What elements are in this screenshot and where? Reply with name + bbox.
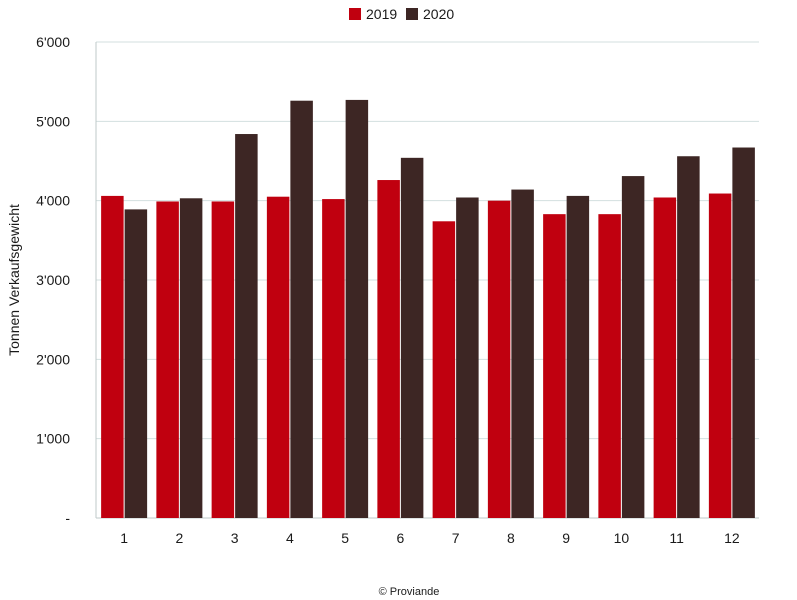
x-tick-label: 6 [396,530,404,546]
y-tick-label: 3'000 [36,272,70,288]
y-axis: - 1'000 2'000 3'000 4'000 5'000 6'000 [36,34,759,526]
bar-2020-10 [621,176,645,518]
y-tick-label: - [65,510,70,526]
y-axis-label: Tonnen Verkaufsgewicht [6,204,22,356]
bar-2019-2 [156,201,179,518]
x-tick-label: 9 [562,530,570,546]
x-tick-label: 8 [507,530,515,546]
legend: 2019 2020 [349,6,454,22]
legend-swatch-2019 [349,8,361,20]
y-tick-label: 2'000 [36,351,70,367]
x-tick-label: 3 [231,530,239,546]
bar-2019-7 [432,221,456,518]
bar-2020-5 [345,99,369,518]
x-tick-label: 12 [724,530,740,546]
bar-2020-1 [124,209,148,519]
bars [101,99,755,519]
y-tick-label: 6'000 [36,34,70,50]
bar-2020-12 [732,147,755,518]
x-tick-label: 10 [614,530,630,546]
legend-swatch-2020 [406,8,418,20]
y-tick-label: 1'000 [36,431,70,447]
bar-2019-8 [487,200,511,518]
source-credit: © Proviande [379,586,440,598]
bar-2019-12 [708,193,732,518]
bar-2020-6 [400,157,424,518]
gridlines [96,41,759,440]
y-tick-label: 4'000 [36,193,70,209]
x-tick-label: 2 [175,530,183,546]
bar-2019-9 [543,214,566,519]
bar-2019-10 [598,214,621,519]
y-tick-label: 5'000 [36,113,70,129]
bar-2019-3 [211,201,235,518]
legend-label-2019: 2019 [366,6,397,22]
bar-2019-1 [101,195,124,518]
bar-2020-2 [179,198,203,518]
bar-2020-11 [677,156,700,519]
x-tick-label: 1 [120,530,128,546]
bar-2019-5 [322,199,345,518]
bar-2020-4 [290,100,313,518]
x-tick-label: 4 [286,530,294,546]
bar-2019-11 [653,197,677,518]
bar-2020-7 [456,197,479,518]
bar-2020-3 [235,134,258,518]
legend-label-2020: 2020 [423,6,454,22]
x-tick-label: 5 [341,530,349,546]
x-tick-label: 7 [452,530,460,546]
x-tick-label: 11 [669,530,684,546]
bar-2019-6 [377,180,400,519]
x-axis: 1 2 3 4 5 6 7 8 9 10 11 12 [120,530,740,546]
bar-2020-8 [511,189,534,518]
bar-2020-9 [566,195,590,518]
bar-2019-4 [266,196,290,518]
